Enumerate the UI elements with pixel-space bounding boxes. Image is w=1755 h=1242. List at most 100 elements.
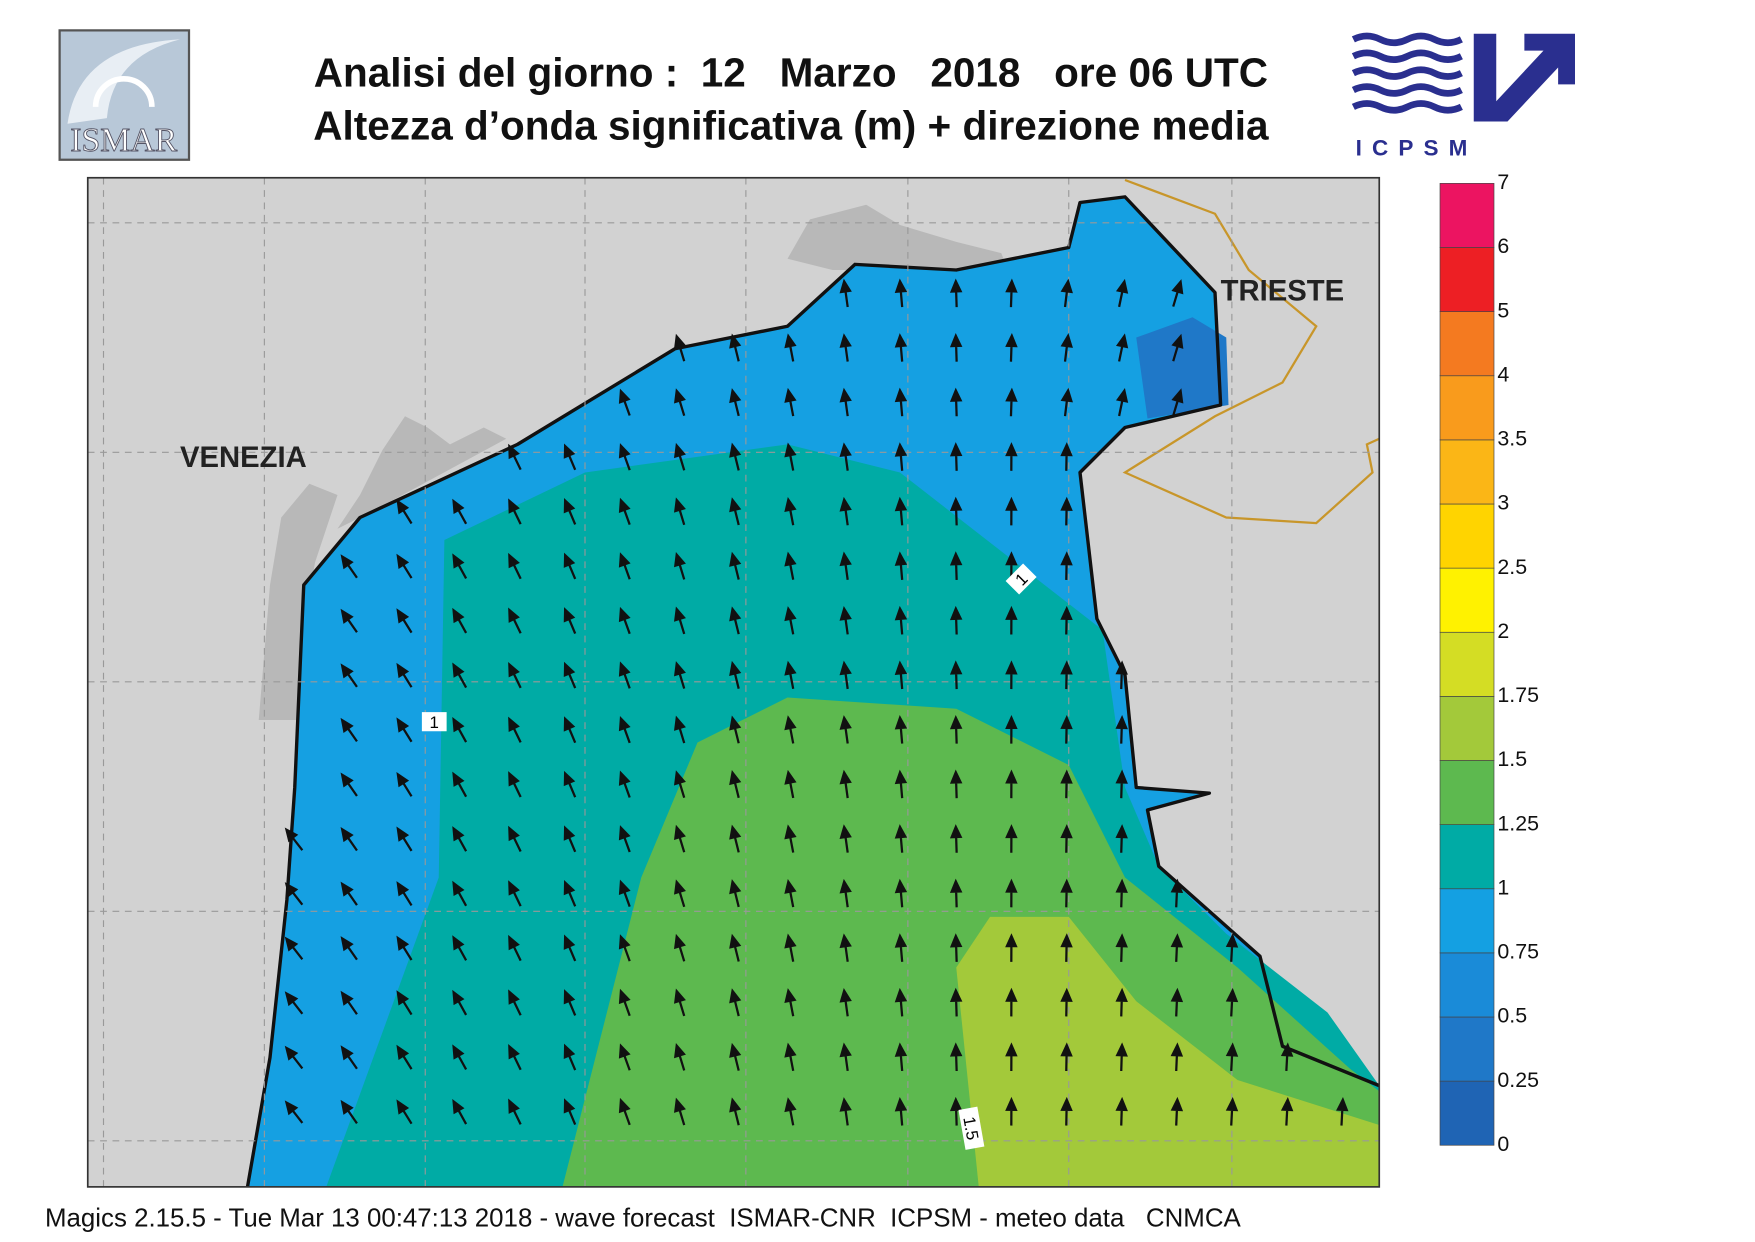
arrow — [618, 552, 631, 580]
arrow — [674, 442, 686, 471]
arrow — [563, 934, 577, 962]
arrow — [894, 605, 908, 635]
arrow — [784, 497, 797, 526]
arrow — [839, 1042, 852, 1072]
contour-label: 1 — [1005, 563, 1037, 595]
arrow — [563, 1043, 577, 1071]
arrow — [284, 936, 304, 960]
arrow — [784, 333, 797, 362]
arrow — [1005, 987, 1018, 1017]
arrow — [1115, 660, 1128, 690]
arrow — [949, 278, 963, 308]
map — [87, 177, 1380, 1187]
arrow — [1225, 1042, 1239, 1072]
arrow — [452, 607, 468, 634]
arrow — [396, 935, 413, 961]
arrow — [674, 1097, 686, 1126]
arrow — [894, 387, 908, 417]
arrow — [508, 989, 522, 1016]
sea-highest — [956, 916, 1380, 1187]
arrow — [1171, 333, 1184, 362]
arrows — [284, 278, 1349, 1126]
colorbar-band — [1439, 1080, 1495, 1146]
arrow — [1005, 824, 1018, 853]
arrow — [729, 879, 742, 908]
arrow — [1060, 987, 1073, 1017]
arrow — [563, 607, 577, 634]
arrow — [784, 1042, 797, 1071]
arrow — [894, 660, 908, 690]
arrow — [894, 442, 908, 471]
arrow — [839, 387, 852, 417]
colorbar-band — [1439, 311, 1495, 377]
arrow — [508, 552, 522, 580]
arrow — [839, 496, 852, 526]
arrow — [563, 443, 577, 471]
arrow — [1005, 660, 1018, 690]
arrow — [1115, 933, 1128, 962]
arrow — [508, 880, 522, 907]
arrow — [1115, 1096, 1128, 1126]
arrow — [894, 551, 908, 580]
arrow — [396, 1044, 413, 1070]
arrow — [839, 715, 852, 744]
arrow — [839, 1097, 852, 1126]
arrow — [452, 717, 468, 743]
arrow — [284, 882, 304, 906]
colorbar-label: 7 — [1497, 170, 1509, 194]
arrow — [508, 662, 522, 689]
arrow — [674, 715, 686, 744]
arrow — [508, 443, 522, 471]
arrow — [396, 553, 413, 579]
arrow — [894, 715, 908, 744]
arrow — [674, 933, 686, 962]
arrow — [839, 878, 852, 908]
colorbar-band — [1439, 696, 1495, 761]
sea-lowest — [1136, 317, 1229, 419]
arrow — [894, 769, 908, 799]
arrow — [729, 606, 742, 635]
arrow — [839, 769, 852, 799]
arrow — [949, 496, 963, 526]
arrow — [894, 987, 908, 1017]
subtitle: Altezza d’onda significativa (m) + direz… — [313, 103, 1269, 149]
arrow — [784, 442, 797, 471]
arrow — [284, 1045, 304, 1070]
arrow — [563, 716, 577, 744]
arrow — [618, 1043, 631, 1071]
colorbar-band — [1439, 1016, 1495, 1082]
arrow — [563, 825, 577, 853]
arrow — [396, 771, 413, 797]
arrow — [1060, 442, 1073, 471]
arrow — [1005, 714, 1018, 744]
arrow — [340, 772, 358, 797]
colorbar-band — [1439, 247, 1495, 312]
colorbar-label: 3.5 — [1497, 427, 1527, 451]
arrow — [784, 660, 797, 690]
colorbar-band — [1439, 824, 1495, 890]
arrow — [396, 499, 413, 525]
arrow — [1060, 1096, 1073, 1126]
arrow — [894, 878, 908, 908]
arrow — [729, 497, 742, 526]
arrow — [340, 717, 358, 743]
arrow — [1225, 1096, 1239, 1126]
arrow — [396, 881, 413, 907]
arrow — [508, 1098, 522, 1125]
arrow — [949, 333, 963, 362]
arrow — [674, 606, 686, 635]
arrow — [1005, 278, 1018, 308]
arrow — [1115, 387, 1129, 417]
arrow — [340, 663, 358, 688]
arrow — [894, 1042, 908, 1072]
arrow — [1005, 605, 1018, 635]
arrow — [729, 388, 742, 417]
colorbar-label: 2 — [1497, 619, 1509, 643]
arrow — [784, 387, 797, 417]
arrow — [284, 991, 304, 1015]
arrow — [839, 333, 852, 362]
arrow — [894, 496, 908, 526]
arrow — [1115, 878, 1128, 908]
city-label: TRIESTE — [1221, 275, 1345, 307]
